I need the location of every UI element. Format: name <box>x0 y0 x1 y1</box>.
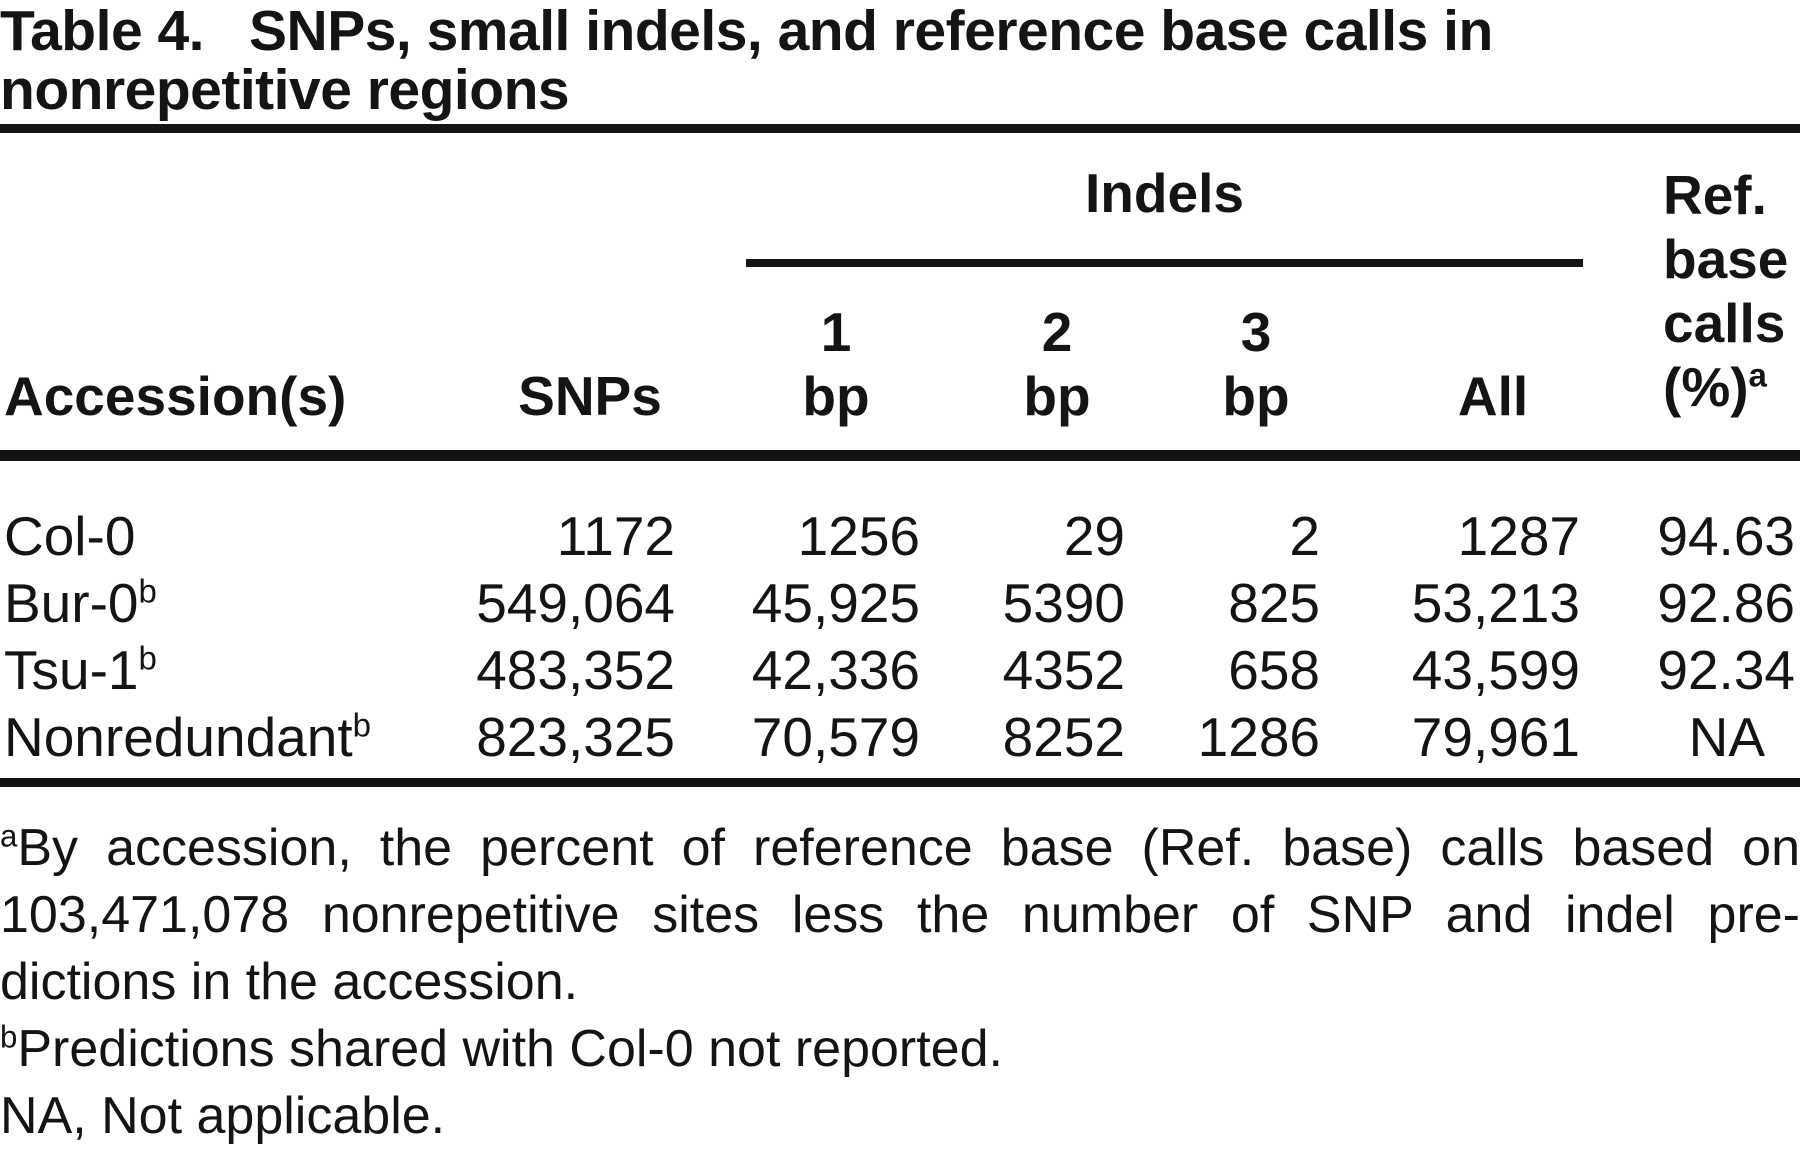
table-row-col0: Col-0 1172 1256 29 2 1287 94.63 <box>0 503 1800 570</box>
cell-1bp: 45,925 <box>751 572 920 634</box>
cell-2bp: 8252 <box>1002 706 1125 768</box>
table-title-text: SNPs, small indels, and reference base c… <box>0 0 1493 122</box>
cell-ref: 92.86 <box>1657 572 1795 634</box>
row-label: Nonredundantb <box>4 706 371 768</box>
ref-head-line4: (%)a <box>1663 356 1767 418</box>
footnote-b: bPredictions shared with Col-0 not repor… <box>0 1019 1003 1078</box>
cell-ref: 92.34 <box>1657 639 1795 701</box>
footnote-marker-a: a <box>1748 356 1767 394</box>
row-label: Tsu-1b <box>4 639 157 701</box>
ref-head-line3: calls <box>1663 292 1786 354</box>
cell-3bp: 1286 <box>1197 706 1320 768</box>
footnote-na: NA, Not applicable. <box>0 1087 446 1145</box>
cell-2bp: 5390 <box>1002 572 1125 634</box>
footnote-b-marker: b <box>0 1019 18 1055</box>
cell-1bp: 1256 <box>797 505 920 567</box>
body-divider <box>0 778 1800 787</box>
table-title: Table 4. SNPs, small indels, and referenc… <box>0 0 1800 120</box>
footnote-a-line2: 103,471,078 nonrepetitive sites less the… <box>0 886 1800 944</box>
cell-3bp: 2 <box>1289 505 1320 567</box>
table-row-nonredundant: Nonredundantb 823,325 70,579 8252 1286 7… <box>0 704 1800 771</box>
cell-1bp: 70,579 <box>751 706 920 768</box>
cell-snps: 1172 <box>556 505 675 567</box>
footnote-marker: b <box>138 639 157 677</box>
table-row-bur0: Bur-0b 549,064 45,925 5390 825 53,213 92… <box>0 570 1800 637</box>
cell-ref: NA <box>1688 706 1765 768</box>
cell-2bp: 4352 <box>1002 639 1125 701</box>
table-body: Col-0 1172 1256 29 2 1287 94.63 Bur-0b 5… <box>0 503 1800 771</box>
header-divider <box>0 450 1800 461</box>
cell-2bp: 29 <box>1063 505 1125 567</box>
column-header-1bp: 1 bp <box>802 301 870 427</box>
cell-snps: 823,325 <box>476 706 675 768</box>
column-header-all: All <box>1457 365 1529 427</box>
column-header-snps: SNPs <box>518 365 662 427</box>
footnotes: aBy accession, the percent of reference … <box>0 815 1800 1150</box>
column-header-2bp: 2 bp <box>1023 301 1091 427</box>
column-header-3bp: 3 bp <box>1222 301 1290 427</box>
table-number: Table 4. <box>0 0 205 63</box>
cell-snps: 483,352 <box>476 639 675 701</box>
row-label: Bur-0b <box>4 572 157 634</box>
footnote-a-marker: a <box>0 818 18 854</box>
cell-3bp: 658 <box>1228 639 1320 701</box>
footnote-marker: b <box>352 706 371 744</box>
ref-head-line1: Ref. <box>1663 164 1767 226</box>
cell-1bp: 42,336 <box>751 639 920 701</box>
cell-all: 79,961 <box>1411 706 1580 768</box>
cell-all: 1287 <box>1457 505 1580 567</box>
footnote-a-line3: dictions in the accession. <box>0 953 579 1011</box>
cell-ref: 94.63 <box>1657 505 1795 567</box>
footnote-a-line1: aBy accession, the percent of reference … <box>0 818 1800 877</box>
column-header-ref-base-calls: Ref. base calls (%)a <box>1663 163 1788 419</box>
title-divider <box>0 124 1800 133</box>
cell-all: 53,213 <box>1411 572 1580 634</box>
row-label: Col-0 <box>4 505 136 567</box>
cell-3bp: 825 <box>1228 572 1320 634</box>
table-row-tsu1: Tsu-1b 483,352 42,336 4352 658 43,599 92… <box>0 637 1800 704</box>
table-header: Indels Ref. base calls (%)a Accession(s)… <box>0 133 1800 450</box>
spanner-underline <box>746 259 1583 267</box>
cell-all: 43,599 <box>1411 639 1580 701</box>
footnote-marker: b <box>138 572 157 610</box>
cell-snps: 549,064 <box>476 572 675 634</box>
spanner-label-indels: Indels <box>1085 162 1244 224</box>
column-header-accession: Accession(s) <box>4 365 347 427</box>
ref-head-line2: base <box>1663 228 1789 290</box>
